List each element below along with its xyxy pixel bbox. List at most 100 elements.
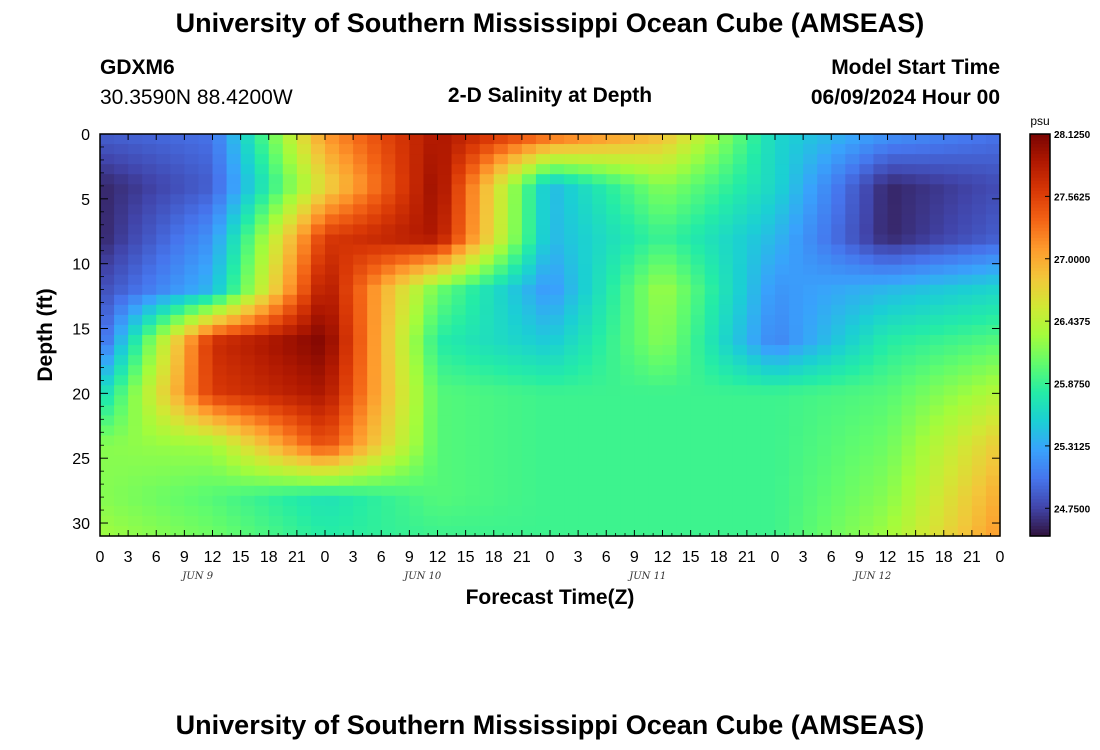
heatmap-cell: [831, 164, 846, 175]
heatmap-cell: [831, 264, 846, 276]
heatmap-cell: [620, 254, 635, 266]
heatmap-cell: [198, 144, 214, 155]
heatmap-cell: [198, 495, 214, 507]
heatmap-cell: [479, 134, 495, 145]
heatmap-cell: [817, 164, 832, 175]
heatmap-cell: [578, 505, 593, 517]
heatmap-cell: [732, 385, 748, 396]
heatmap-cell: [268, 274, 284, 286]
heatmap-cell: [943, 204, 959, 215]
heatmap-cell: [817, 445, 832, 457]
heatmap-cell: [746, 345, 762, 356]
heatmap-cell: [507, 194, 523, 205]
heatmap-cell: [732, 505, 748, 517]
heatmap-cell: [887, 435, 903, 447]
heatmap-cell: [550, 274, 565, 286]
heatmap-cell: [831, 134, 846, 145]
heatmap-cell: [564, 214, 579, 226]
heatmap-cell: [831, 365, 846, 376]
heatmap-cell: [409, 184, 425, 195]
heatmap-cell: [690, 395, 706, 406]
heatmap-cell: [985, 375, 1001, 386]
heatmap-cell: [690, 485, 706, 497]
heatmap-cell: [128, 405, 143, 416]
heatmap-cell: [746, 375, 762, 386]
heatmap-cell: [451, 174, 467, 185]
heatmap-cell: [929, 475, 945, 487]
x-tick-label: 0: [996, 549, 1005, 566]
heatmap-cell: [114, 154, 129, 165]
heatmap-cell: [507, 284, 523, 296]
heatmap-cell: [353, 174, 368, 185]
heatmap-cell: [353, 425, 368, 437]
heatmap-cell: [198, 505, 214, 517]
heatmap-cell: [142, 164, 157, 175]
heatmap-cell: [690, 365, 706, 376]
heatmap-cell: [662, 254, 678, 266]
heatmap-cell: [184, 475, 200, 487]
heatmap-cell: [353, 294, 368, 306]
heatmap-cell: [718, 184, 734, 195]
heatmap-cell: [493, 495, 509, 507]
heatmap-cell: [803, 375, 818, 386]
heatmap-cell: [592, 425, 607, 437]
heatmap-cell: [493, 475, 509, 487]
heatmap-cell: [592, 244, 607, 256]
heatmap-cell: [423, 134, 439, 145]
heatmap-cell: [789, 425, 804, 437]
heatmap-cell: [606, 495, 621, 507]
heatmap-cell: [100, 224, 115, 236]
heatmap-cell: [915, 214, 931, 226]
heatmap-cell: [339, 204, 354, 215]
heatmap-cell: [170, 355, 185, 366]
heatmap-cell: [845, 335, 860, 346]
heatmap-cell: [437, 455, 453, 467]
colorbar-swatch: [1030, 184, 1050, 189]
heatmap-cell: [943, 194, 959, 205]
heatmap-cell: [310, 294, 326, 306]
heatmap-cell: [521, 455, 537, 467]
heatmap-cell: [648, 515, 664, 527]
heatmap-cell: [535, 425, 551, 437]
heatmap-cell: [550, 485, 565, 497]
heatmap-cell: [170, 395, 185, 406]
heatmap-cell: [142, 194, 157, 205]
heatmap-cell: [704, 294, 720, 306]
heatmap-cell: [381, 154, 396, 165]
heatmap-cell: [592, 194, 607, 205]
colorbar-swatch: [1030, 442, 1050, 447]
heatmap-cell: [732, 134, 748, 145]
heatmap-cell: [535, 495, 551, 507]
heatmap-cell: [339, 465, 354, 477]
heatmap-cell: [690, 254, 706, 266]
heatmap-cell: [718, 204, 734, 215]
heatmap-cell: [437, 375, 453, 386]
heatmap-cell: [409, 164, 425, 175]
heatmap-cell: [760, 254, 776, 266]
heatmap-cell: [353, 465, 368, 477]
heatmap-cell: [282, 385, 298, 396]
heatmap-cell: [929, 214, 945, 226]
heatmap-cell: [254, 184, 270, 195]
heatmap-cell: [845, 184, 860, 195]
heatmap-cell: [957, 214, 973, 226]
heatmap-cell: [240, 194, 256, 205]
heatmap-cell: [648, 304, 664, 316]
heatmap-cell: [859, 385, 875, 396]
heatmap-cell: [873, 294, 889, 306]
heatmap-cell: [535, 134, 551, 145]
heatmap-cell: [170, 525, 185, 537]
heatmap-cell: [156, 254, 171, 266]
heatmap-cell: [282, 485, 298, 497]
heatmap-cell: [957, 345, 973, 356]
heatmap-cell: [957, 375, 973, 386]
heatmap-cell: [943, 465, 959, 477]
heatmap-cell: [831, 455, 846, 467]
heatmap-cell: [648, 174, 664, 185]
heatmap-cell: [296, 284, 312, 296]
heatmap-cell: [451, 395, 467, 406]
heatmap-cell: [128, 495, 143, 507]
heatmap-cell: [859, 154, 875, 165]
heatmap-cell: [310, 224, 326, 236]
heatmap-cell: [550, 425, 565, 437]
